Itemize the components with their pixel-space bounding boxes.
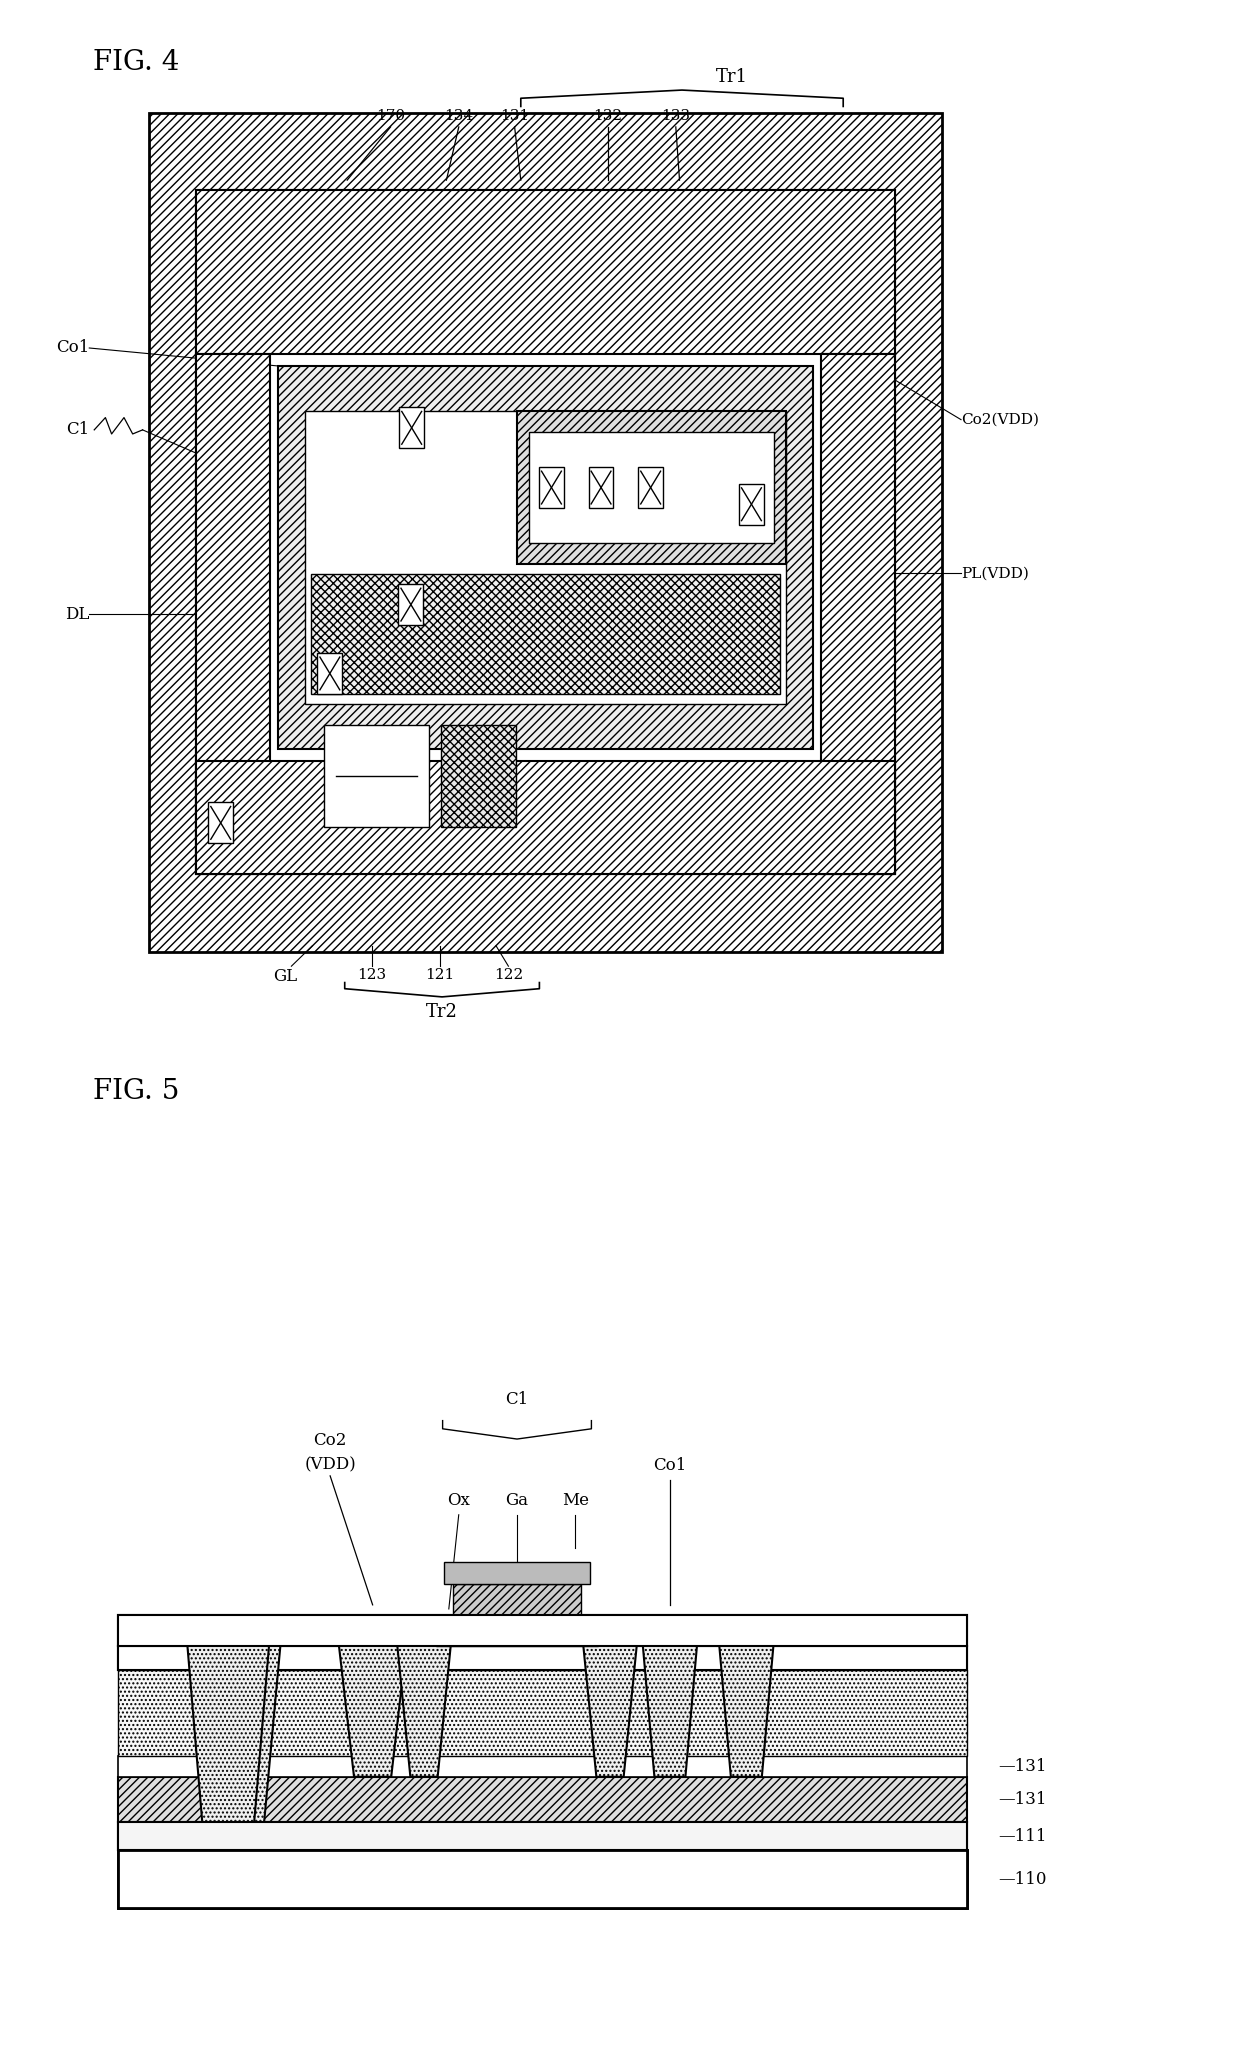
Text: —110: —110 <box>998 1871 1047 1887</box>
Bar <box>739 483 764 524</box>
Bar <box>118 1822 967 1850</box>
Text: 122: 122 <box>494 968 523 983</box>
Text: 132: 132 <box>593 108 622 123</box>
Bar <box>317 653 342 694</box>
Bar <box>444 1562 589 1584</box>
Text: 121: 121 <box>425 968 455 983</box>
Bar <box>399 407 424 448</box>
Bar <box>118 1615 967 1646</box>
Bar <box>149 113 942 952</box>
Bar <box>305 411 786 704</box>
Text: DL: DL <box>64 606 89 622</box>
Bar <box>196 190 895 874</box>
Bar <box>196 354 270 874</box>
Polygon shape <box>335 1615 409 1777</box>
Polygon shape <box>580 1615 640 1777</box>
Bar <box>398 583 423 624</box>
Bar <box>208 802 233 843</box>
Bar <box>118 1850 967 1908</box>
Text: FIG. 5: FIG. 5 <box>93 1079 180 1105</box>
Bar <box>436 1625 598 1646</box>
Text: FIG. 4: FIG. 4 <box>93 49 180 76</box>
Text: GL: GL <box>273 968 298 985</box>
Text: Co2: Co2 <box>314 1433 347 1449</box>
Text: PL(VDD): PL(VDD) <box>961 567 1029 579</box>
Bar <box>324 725 429 827</box>
Bar <box>118 1756 967 1777</box>
Text: Ga: Ga <box>506 1492 528 1509</box>
Text: (VDD): (VDD) <box>304 1457 356 1474</box>
Text: Me: Me <box>562 1492 589 1509</box>
Polygon shape <box>640 1615 699 1777</box>
Bar <box>589 467 614 508</box>
Bar <box>639 467 663 508</box>
Text: Co1: Co1 <box>653 1457 687 1474</box>
Bar <box>118 1822 967 1850</box>
Bar <box>821 354 895 874</box>
Polygon shape <box>185 1615 272 1850</box>
Bar <box>278 366 813 749</box>
Bar <box>118 1777 967 1822</box>
Text: 123: 123 <box>357 968 387 983</box>
Text: Co1: Co1 <box>56 340 89 356</box>
Text: 133: 133 <box>661 108 691 123</box>
Text: —111: —111 <box>998 1828 1047 1844</box>
Text: Tr2: Tr2 <box>427 1003 458 1021</box>
Bar <box>529 432 774 542</box>
Text: C1: C1 <box>506 1392 528 1408</box>
Text: 131: 131 <box>500 108 529 123</box>
Bar <box>118 1646 967 1670</box>
Bar <box>196 761 895 874</box>
Bar <box>118 1646 967 1670</box>
Polygon shape <box>190 1615 283 1850</box>
Bar <box>539 467 564 508</box>
Bar <box>441 725 516 827</box>
Text: 134: 134 <box>444 108 474 123</box>
Bar <box>118 1670 967 1756</box>
Bar <box>118 1615 967 1646</box>
Bar <box>118 1850 967 1908</box>
Text: Ox: Ox <box>448 1492 470 1509</box>
Bar <box>517 411 786 563</box>
Text: Co2(VDD): Co2(VDD) <box>961 413 1039 426</box>
Text: 170: 170 <box>376 108 405 123</box>
Bar <box>453 1584 582 1625</box>
Text: —131: —131 <box>998 1758 1047 1775</box>
Polygon shape <box>717 1615 776 1777</box>
Text: —131: —131 <box>998 1791 1047 1808</box>
Polygon shape <box>394 1615 454 1777</box>
Bar <box>196 190 895 354</box>
Bar <box>311 573 780 694</box>
Text: Tr1: Tr1 <box>715 68 748 86</box>
Text: C1: C1 <box>66 422 89 438</box>
